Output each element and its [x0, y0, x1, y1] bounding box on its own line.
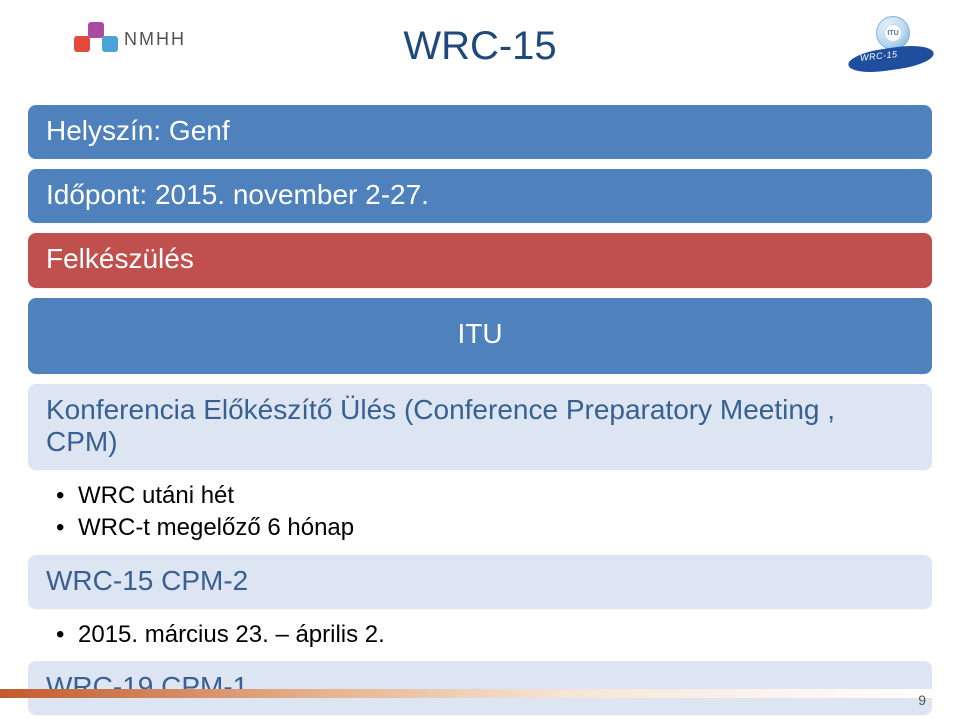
itu-label: ITU	[457, 318, 502, 350]
itu-wrc-logo: ITU WRC-15	[852, 14, 930, 78]
footer-accent-bar	[0, 689, 944, 698]
page-title: WRC-15	[0, 24, 960, 69]
content-area: Helyszín: Genf Időpont: 2015. november 2…	[28, 105, 932, 718]
cpm2-bullets: 2015. március 23. – április 2.	[56, 619, 932, 651]
prep-bar: Felkészülés	[28, 233, 932, 287]
date-bar: Időpont: 2015. november 2-27.	[28, 169, 932, 223]
location-bar: Helyszín: Genf	[28, 105, 932, 159]
page-number: 9	[918, 692, 926, 708]
list-item: WRC utáni hét	[56, 480, 932, 512]
list-item: WRC-t megelőző 6 hónap	[56, 512, 932, 544]
cpm2-header-bar: WRC-15 CPM-2	[28, 555, 932, 609]
itu-badge-icon: ITU	[884, 24, 902, 42]
itu-bar: ITU	[28, 298, 932, 374]
cpm-header-bar: Konferencia Előkészítő Ülés (Conference …	[28, 384, 932, 470]
cpm-bullets: WRC utáni hét WRC-t megelőző 6 hónap	[56, 480, 932, 545]
list-item: 2015. március 23. – április 2.	[56, 619, 932, 651]
slide: NMHH WRC-15 ITU WRC-15 Helyszín: Genf Id…	[0, 0, 960, 718]
